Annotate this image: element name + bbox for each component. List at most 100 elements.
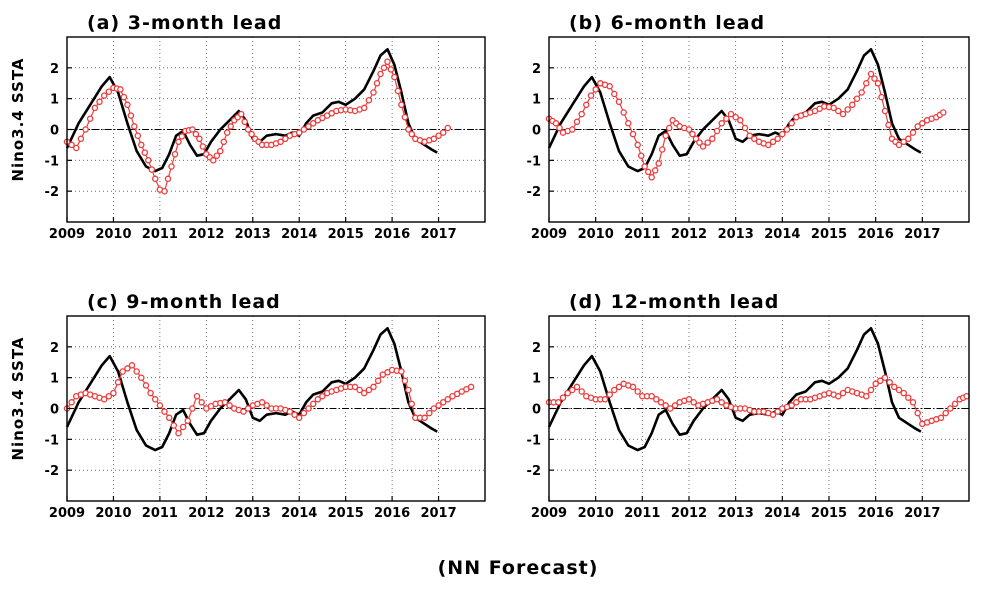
x-tick-label: 2012 xyxy=(188,506,224,521)
x-tick-label: 2009 xyxy=(531,506,567,521)
x-tick-label: 2009 xyxy=(531,227,567,242)
forecast-line xyxy=(549,376,967,425)
forecast-point xyxy=(573,383,581,391)
forecast-point xyxy=(641,163,648,170)
forecast-point xyxy=(863,392,870,400)
forecast-point xyxy=(300,409,308,417)
x-tick-label: 2013 xyxy=(235,227,271,242)
forecast-point xyxy=(662,132,669,139)
forecast-point xyxy=(648,392,655,400)
forecast-point xyxy=(653,396,660,403)
chart-panel-2: 2009 2010 2011 2012 2013 2014 2015 2016 2017 -2 -1… xyxy=(527,12,970,242)
y-tick-label: 0 xyxy=(50,403,59,418)
x-tick-label: 2011 xyxy=(142,506,178,521)
forecast-point xyxy=(213,152,221,159)
forecast-point xyxy=(895,141,903,149)
forecast-point xyxy=(119,368,126,375)
forecast-point xyxy=(426,409,433,417)
forecast-point xyxy=(96,98,103,106)
x-tick-label: 2017 xyxy=(904,227,940,242)
forecast-point xyxy=(258,399,266,406)
forecast-point xyxy=(788,402,795,409)
forecast-point xyxy=(220,138,228,146)
forecast-point xyxy=(408,130,416,138)
forecast-point xyxy=(282,135,289,143)
forecast-point xyxy=(408,400,416,408)
y-tick-label: -2 xyxy=(527,464,541,479)
forecast-point xyxy=(874,80,882,87)
x-tick-label: 2015 xyxy=(328,506,364,521)
forecast-point xyxy=(374,377,382,385)
forecast-point xyxy=(198,399,205,406)
forecast-point xyxy=(774,408,781,415)
panel-title: (d) 12-month lead xyxy=(569,291,779,313)
forecast-point xyxy=(277,138,284,146)
forecast-point xyxy=(629,383,637,391)
forecast-point xyxy=(555,399,562,406)
forecast-point xyxy=(193,392,201,400)
x-tick-label: 2011 xyxy=(624,227,660,242)
panel-title: (a) 3-month lead xyxy=(87,12,282,34)
forecast-point xyxy=(839,110,847,118)
forecast-point xyxy=(583,101,590,109)
forecast-point xyxy=(68,141,75,149)
forecast-point xyxy=(387,66,395,73)
forecast-point xyxy=(77,135,85,143)
forecast-point xyxy=(319,392,326,400)
forecast-point xyxy=(244,126,252,133)
forecast-point xyxy=(727,110,735,118)
forecast-point xyxy=(587,92,595,99)
x-tick-label: 2017 xyxy=(904,506,940,521)
forecast-point xyxy=(168,163,175,170)
y-tick-label: 2 xyxy=(532,341,541,356)
y-tick-label: -1 xyxy=(527,433,541,448)
forecast-point xyxy=(886,379,893,386)
forecast-point xyxy=(145,157,152,164)
forecast-point xyxy=(105,392,113,400)
y-tick-label: -1 xyxy=(45,154,59,169)
forecast-point xyxy=(124,365,131,372)
forecast-point xyxy=(161,408,168,415)
forecast-point xyxy=(878,93,885,101)
forecast-point xyxy=(942,409,949,417)
y-tick-label: 1 xyxy=(532,93,541,108)
forecast-point xyxy=(192,130,200,138)
forecast-point xyxy=(671,402,679,409)
forecast-point xyxy=(305,123,312,130)
forecast-point xyxy=(741,124,749,132)
forecast-point xyxy=(91,104,99,112)
forecast-point xyxy=(134,132,142,139)
forecast-point xyxy=(835,392,842,400)
forecast-point xyxy=(373,80,381,87)
panel-title: (c) 9-month lead xyxy=(87,291,281,313)
forecast-point xyxy=(189,126,196,133)
forecast-point xyxy=(196,135,203,143)
forecast-point xyxy=(170,422,178,429)
forecast-point xyxy=(629,130,637,138)
y-tick-label: -1 xyxy=(45,433,59,448)
y-tick-label: -1 xyxy=(527,154,541,169)
y-tick-label: 0 xyxy=(50,124,59,139)
x-tick-label: 2009 xyxy=(49,506,85,521)
forecast-point xyxy=(127,112,135,119)
x-tick-label: 2013 xyxy=(235,506,271,521)
forecast-point xyxy=(699,143,707,150)
forecast-point xyxy=(179,423,187,431)
forecast-point xyxy=(227,123,234,130)
forecast-point xyxy=(578,388,585,395)
forecast-point xyxy=(131,123,138,130)
forecast-point xyxy=(189,405,196,412)
forecast-point xyxy=(391,73,398,81)
forecast-point xyxy=(830,104,837,112)
forecast-point xyxy=(611,90,618,98)
forecast-point xyxy=(718,120,725,127)
x-tick-label: 2010 xyxy=(95,506,131,521)
x-tick-label: 2016 xyxy=(374,227,410,242)
forecast-point xyxy=(601,396,609,403)
forecast-point xyxy=(615,383,623,391)
forecast-point xyxy=(226,402,233,409)
x-tick-label: 2016 xyxy=(858,227,894,242)
forecast-point xyxy=(314,396,322,403)
forecast-point xyxy=(124,101,131,109)
x-tick-label: 2015 xyxy=(811,227,847,242)
